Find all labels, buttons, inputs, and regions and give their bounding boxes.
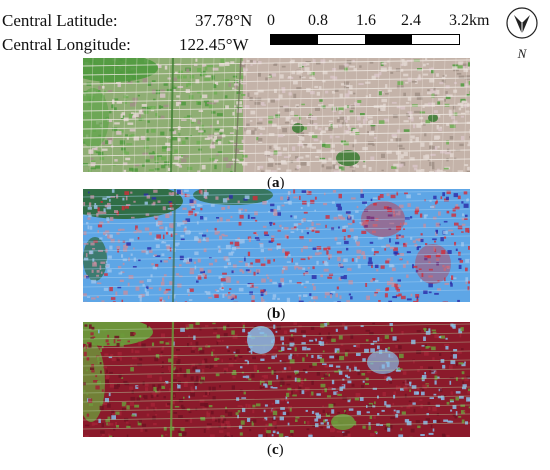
north-arrow: N: [505, 6, 539, 66]
scale-segment-3: [365, 35, 412, 44]
scale-segment-4: [412, 35, 459, 44]
central-latitude-label: Central Latitude:: [2, 11, 118, 30]
north-label: N: [517, 46, 528, 61]
scale-segment-1: [271, 35, 318, 44]
panel-caption-c: (c): [267, 442, 284, 458]
scale-tick-3: 2.4: [401, 12, 421, 29]
panel-caption-b: (b): [267, 306, 286, 322]
north-arrow-icon: N: [506, 7, 538, 61]
caption-a-letter: a: [272, 175, 280, 191]
classification-panel-b: [83, 189, 470, 302]
classification-map-c: [83, 322, 470, 437]
scale-segment-2: [318, 35, 365, 44]
panel-caption-a: (a): [267, 175, 285, 191]
scale-tick-1: 0.8: [308, 12, 328, 29]
central-longitude-value: 122.45°W: [179, 35, 249, 54]
caption-b-letter: b: [272, 306, 281, 322]
central-longitude-label: Central Longitude:: [2, 35, 131, 54]
satellite-image-panel-a: [83, 58, 470, 172]
central-latitude-value: 37.78°N: [195, 11, 253, 30]
caption-c-letter: c: [272, 442, 279, 458]
scale-tick-2: 1.6: [356, 12, 376, 29]
satellite-image-a: [83, 58, 470, 172]
classification-map-b: [83, 189, 470, 302]
scale-tick-0: 0: [267, 12, 275, 29]
scale-tick-4: 3.2km: [449, 12, 490, 29]
classification-panel-c: [83, 322, 470, 437]
scale-bar: [270, 34, 460, 45]
